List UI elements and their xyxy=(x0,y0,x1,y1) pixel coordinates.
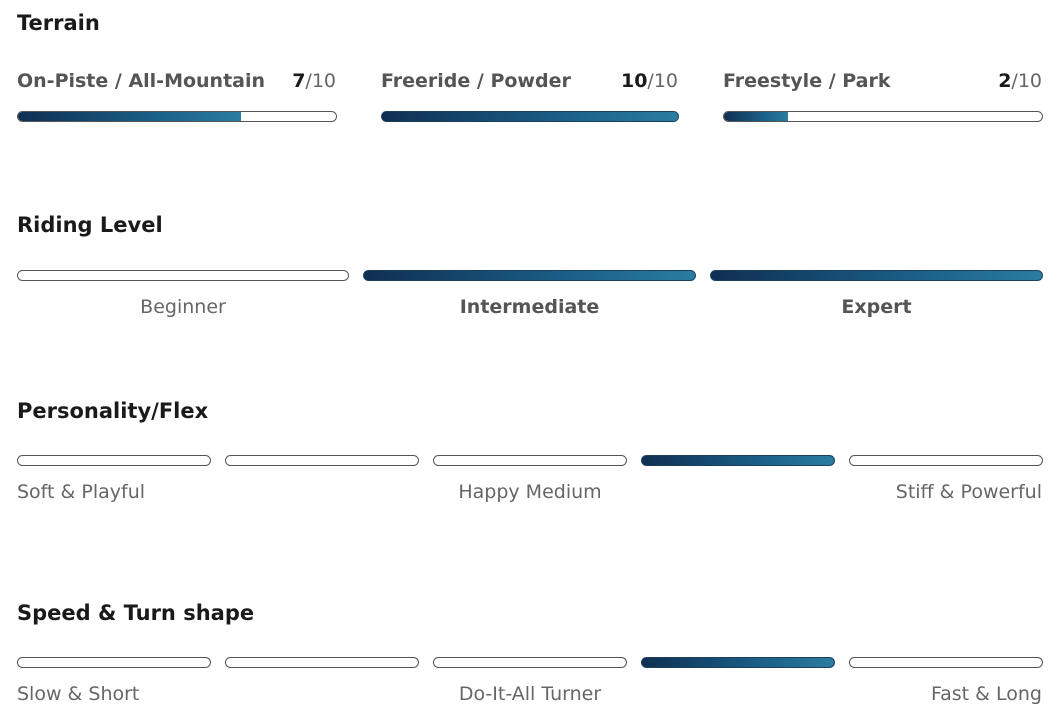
riding-level-label: Beginner xyxy=(140,296,226,318)
flex-title: Personality/Flex xyxy=(17,399,209,423)
speed-segment xyxy=(433,657,627,668)
terrain-bar xyxy=(17,111,337,122)
terrain-bar xyxy=(381,111,679,122)
flex-segment xyxy=(225,455,419,466)
terrain-label: On-Piste / All-Mountain xyxy=(17,70,266,92)
terrain-title: Terrain xyxy=(17,11,100,35)
speed-label-mid: Do-It-All Turner xyxy=(458,683,602,705)
riding-level-bar xyxy=(363,270,696,281)
terrain-score-value: 10 xyxy=(620,70,648,92)
speed-segment xyxy=(849,657,1043,668)
terrain-score: 7/10 xyxy=(292,72,336,91)
terrain-bar-fill xyxy=(724,112,788,121)
flex-segment xyxy=(17,455,211,466)
terrain-score-value: 2 xyxy=(998,70,1012,92)
terrain-bar-fill xyxy=(382,112,678,121)
speed-segment xyxy=(225,657,419,668)
speed-label-left: Slow & Short xyxy=(17,683,140,705)
speed-segment xyxy=(641,657,835,668)
terrain-bar-fill xyxy=(18,112,241,121)
terrain-score-max: /10 xyxy=(1011,70,1042,92)
terrain-score-value: 7 xyxy=(292,70,306,92)
terrain-bar xyxy=(723,111,1043,122)
speed-segment xyxy=(17,657,211,668)
riding-level-label: Intermediate xyxy=(459,296,600,318)
terrain-score: 10/10 xyxy=(621,72,678,91)
riding-level-bar xyxy=(17,270,349,281)
terrain-label: Freeride / Powder xyxy=(381,70,571,92)
flex-segment xyxy=(849,455,1043,466)
terrain-score-max: /10 xyxy=(647,70,678,92)
flex-label-mid: Happy Medium xyxy=(458,481,602,503)
speed-title: Speed & Turn shape xyxy=(17,601,255,625)
riding-level-title: Riding Level xyxy=(17,213,163,237)
speed-label-right: Fast & Long xyxy=(930,683,1042,705)
riding-level-label: Expert xyxy=(841,296,912,318)
terrain-score: 2/10 xyxy=(998,72,1042,91)
flex-segment xyxy=(641,455,835,466)
terrain-score-max: /10 xyxy=(305,70,336,92)
terrain-label: Freestyle / Park xyxy=(723,70,891,92)
riding-level-bar xyxy=(710,270,1043,281)
flex-segment xyxy=(433,455,627,466)
flex-label-left: Soft & Playful xyxy=(17,481,146,503)
flex-label-right: Stiff & Powerful xyxy=(895,481,1042,503)
